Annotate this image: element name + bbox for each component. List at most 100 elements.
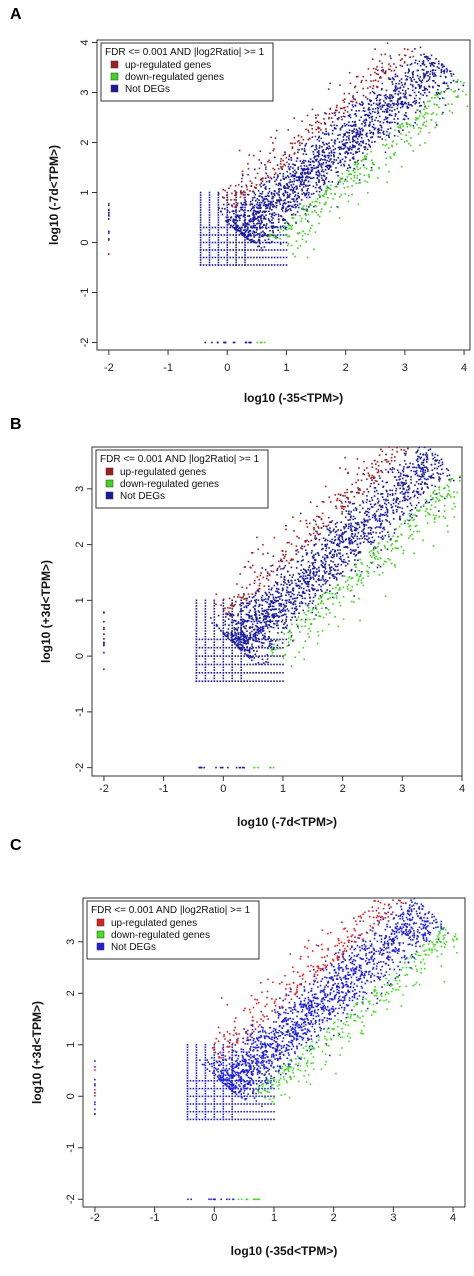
not-deg-point — [320, 165, 322, 167]
not-deg-point — [348, 138, 350, 141]
not-deg-point — [275, 624, 278, 627]
not-deg-point — [242, 618, 244, 621]
not-deg-point — [367, 491, 370, 493]
not-deg-point — [272, 234, 275, 237]
not-deg-point — [195, 646, 198, 649]
not-deg-point — [253, 657, 255, 659]
down-regulated-point — [314, 231, 317, 233]
down-regulated-point — [371, 159, 373, 161]
not-deg-point — [239, 636, 241, 639]
not-deg-point — [361, 127, 363, 130]
not-deg-point — [199, 244, 202, 246]
not-deg-point — [231, 674, 233, 677]
not-deg-point — [328, 142, 330, 144]
not-deg-point — [195, 680, 198, 682]
not-deg-point — [268, 637, 270, 639]
not-deg-point — [252, 623, 254, 626]
not-deg-point — [434, 75, 437, 77]
not-deg-point — [267, 226, 270, 229]
up-regulated-point — [215, 603, 217, 606]
not-deg-point — [273, 655, 275, 657]
down-regulated-point — [314, 210, 316, 212]
up-regulated-point — [318, 516, 321, 518]
not-deg-point — [235, 209, 237, 211]
down-regulated-point — [283, 225, 285, 227]
not-deg-point — [337, 544, 340, 546]
not-deg-point — [237, 663, 239, 666]
not-deg-point — [324, 539, 326, 542]
not-deg-point — [341, 118, 343, 121]
not-deg-point — [258, 241, 261, 244]
not-deg-point — [436, 66, 439, 68]
not-deg-point — [333, 553, 335, 556]
not-deg-point — [240, 633, 243, 636]
not-deg-point — [283, 578, 286, 581]
not-deg-point — [335, 534, 338, 536]
not-deg-point — [277, 632, 279, 634]
not-deg-point — [279, 610, 281, 613]
down-regulated-point — [253, 766, 256, 769]
not-deg-point — [343, 526, 346, 529]
up-regulated-point — [232, 605, 234, 608]
up-regulated-point — [250, 185, 252, 187]
not-deg-point — [271, 203, 274, 206]
not-deg-point — [253, 650, 255, 652]
not-deg-point — [428, 501, 431, 504]
not-deg-point — [268, 574, 271, 577]
not-deg-point — [265, 214, 267, 217]
not-deg-point — [226, 244, 229, 246]
not-deg-point — [262, 637, 265, 640]
not-deg-point — [307, 574, 309, 577]
up-regulated-point — [384, 72, 387, 75]
not-deg-point — [449, 70, 452, 72]
not-deg-point — [199, 194, 202, 196]
up-regulated-point — [342, 115, 345, 118]
not-deg-point — [265, 639, 267, 641]
not-deg-point — [325, 547, 328, 549]
not-deg-point — [199, 239, 202, 241]
not-deg-point — [430, 498, 432, 501]
up-regulated-point — [362, 87, 364, 90]
not-deg-point — [339, 161, 341, 164]
down-regulated-point — [358, 182, 360, 184]
not-deg-point — [255, 614, 258, 616]
not-deg-point — [396, 89, 398, 91]
not-deg-point — [404, 96, 407, 98]
not-deg-point — [351, 533, 354, 535]
not-deg-point — [367, 103, 370, 105]
not-deg-point — [293, 597, 296, 600]
not-deg-point — [227, 631, 229, 634]
down-regulated-point — [330, 192, 332, 195]
not-deg-point — [317, 533, 320, 536]
not-deg-point — [232, 640, 234, 642]
not-deg-point — [254, 600, 257, 603]
not-deg-point — [213, 619, 216, 621]
not-deg-point — [372, 123, 375, 126]
not-deg-point — [378, 103, 381, 106]
not-deg-point — [425, 66, 428, 68]
not-deg-point — [265, 592, 267, 595]
up-regulated-point — [259, 574, 262, 577]
not-deg-point — [334, 531, 337, 533]
not-deg-point — [204, 616, 207, 618]
not-deg-point — [354, 105, 357, 107]
not-deg-point — [231, 610, 233, 613]
not-deg-point — [324, 564, 326, 566]
not-deg-point — [280, 583, 282, 586]
not-deg-point — [334, 563, 336, 566]
y-tick-label: 1 — [79, 189, 91, 195]
not-deg-point — [279, 198, 282, 201]
not-deg-point — [389, 127, 392, 130]
not-deg-point — [443, 91, 445, 93]
not-deg-point — [411, 508, 413, 511]
not-deg-point — [408, 466, 411, 468]
not-deg-point — [388, 136, 390, 139]
not-deg-point — [422, 470, 424, 472]
down-regulated-point — [365, 156, 368, 158]
not-deg-point — [329, 567, 331, 570]
not-deg-point — [233, 221, 235, 224]
not-deg-point — [395, 510, 398, 513]
not-deg-point — [324, 154, 326, 157]
down-regulated-point — [362, 158, 364, 161]
not-deg-point — [334, 550, 336, 553]
